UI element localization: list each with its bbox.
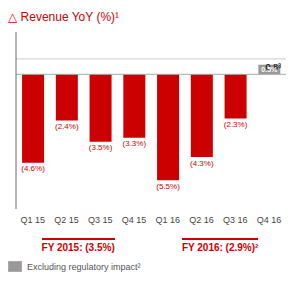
svg-text:(2.3%): (2.3%) <box>224 120 248 129</box>
svg-text:Q3 15: Q3 15 <box>88 215 113 225</box>
svg-text:(3.5%): (3.5%) <box>89 143 113 152</box>
html-text:Excluding regulatory impact²: Excluding regulatory impact² <box>27 261 141 272</box>
svg-text:(3.3%): (3.3%) <box>123 139 147 148</box>
svg-text:Q1 15: Q1 15 <box>21 215 46 225</box>
html-text:FY 2015: (3.5%): FY 2015: (3.5%) <box>41 241 115 253</box>
html-text:△ Revenue YoY (%)¹: △ Revenue YoY (%)¹ <box>8 10 120 24</box>
svg-text:0.5%: 0.5% <box>261 66 278 73</box>
svg-text:Q1 16: Q1 16 <box>156 215 181 225</box>
svg-text:Q4 15: Q4 15 <box>122 215 147 225</box>
svg-text:(4.3%): (4.3%) <box>190 159 214 168</box>
html-text:FY 2016: (2.9%)²: FY 2016: (2.9%)² <box>181 241 259 253</box>
svg-text:(5.5%): (5.5%) <box>156 182 180 191</box>
svg-text:(2.4%): (2.4%) <box>55 122 79 131</box>
svg-text:Q4 16: Q4 16 <box>257 215 282 225</box>
svg-text:Q2 16: Q2 16 <box>189 215 214 225</box>
svg-text:Q2 15: Q2 15 <box>54 215 79 225</box>
svg-text:(4.6%): (4.6%) <box>21 164 45 173</box>
svg-text:Q3 16: Q3 16 <box>223 215 248 225</box>
